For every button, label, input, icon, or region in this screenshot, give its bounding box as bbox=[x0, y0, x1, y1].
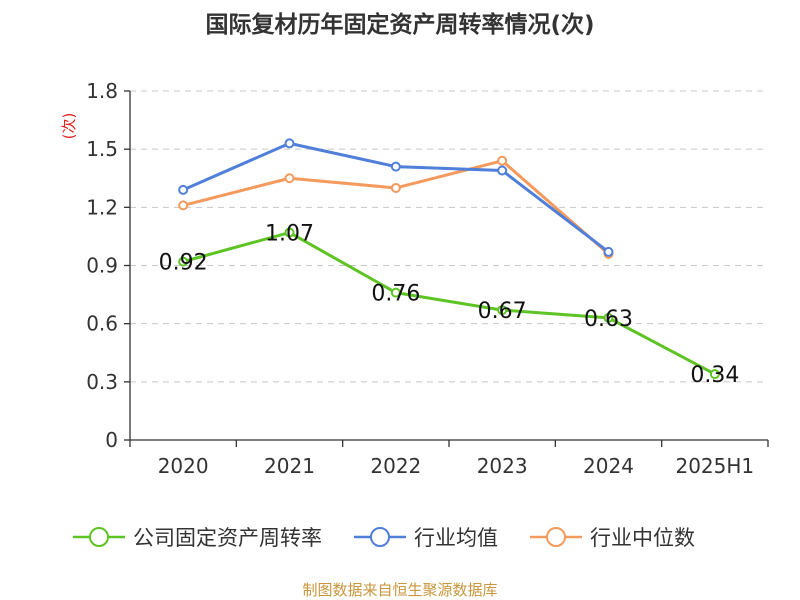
legend-marker bbox=[370, 527, 390, 547]
data-label: 0.63 bbox=[584, 307, 633, 332]
data-point bbox=[497, 165, 508, 176]
x-tick-label: 2024 bbox=[583, 454, 634, 478]
data-point bbox=[390, 161, 401, 172]
data-point bbox=[178, 256, 189, 267]
data-point bbox=[284, 227, 295, 238]
data-point bbox=[709, 369, 720, 380]
data-label: 0.76 bbox=[371, 282, 420, 307]
legend: 公司固定资产周转率 行业均值 行业中位数 bbox=[73, 526, 695, 550]
y-tick-label: 0.6 bbox=[86, 312, 118, 336]
x-tick-label: 2022 bbox=[370, 454, 421, 478]
legend-label: 公司固定资产周转率 bbox=[133, 526, 322, 550]
series-line bbox=[182, 231, 716, 376]
data-point bbox=[497, 305, 508, 316]
y-tick-label: 0 bbox=[105, 428, 118, 452]
x-tick-label: 2023 bbox=[477, 454, 528, 478]
legend-label: 行业均值 bbox=[414, 526, 498, 550]
data-point bbox=[178, 184, 189, 195]
data-label: 1.07 bbox=[265, 222, 314, 247]
data-label: 0.67 bbox=[478, 299, 527, 324]
legend-marker bbox=[89, 527, 109, 547]
x-tick-label: 2020 bbox=[158, 454, 209, 478]
y-tick-label: 1.8 bbox=[86, 79, 118, 103]
data-label: 0.34 bbox=[690, 363, 739, 388]
data-point bbox=[178, 200, 189, 211]
grid-lines bbox=[130, 90, 768, 383]
source-footer: 制图数据来自恒生聚源数据库 bbox=[302, 581, 497, 599]
y-tick-label: 0.9 bbox=[86, 254, 118, 278]
axes: 0 0.3 0.6 0.9 1.2 1.5 1.8 2020 2021 2022 2023 2024 2… bbox=[86, 79, 769, 478]
y-tick-label: 1.2 bbox=[86, 195, 118, 219]
data-point bbox=[603, 246, 614, 257]
legend-marker bbox=[546, 527, 566, 547]
x-tick-label: 2021 bbox=[264, 454, 315, 478]
chart-title: 国际复材历年固定资产周转率情况(次) bbox=[205, 11, 594, 38]
y-tick-label: 1.5 bbox=[86, 137, 118, 161]
data-point bbox=[390, 182, 401, 193]
series bbox=[178, 138, 720, 380]
data-label: 0.92 bbox=[159, 251, 208, 276]
x-tick-label: 2025H1 bbox=[675, 454, 754, 478]
data-point bbox=[497, 155, 508, 166]
data-point bbox=[284, 173, 295, 184]
y-tick-label: 0.3 bbox=[86, 370, 118, 394]
legend-label: 行业中位数 bbox=[590, 526, 695, 550]
data-point bbox=[284, 138, 295, 149]
y-axis-label: (次) bbox=[60, 113, 78, 140]
data-labels: 0.92 1.07 0.76 0.67 0.63 0.34 bbox=[159, 222, 740, 389]
data-point bbox=[603, 312, 614, 323]
data-point bbox=[390, 287, 401, 298]
